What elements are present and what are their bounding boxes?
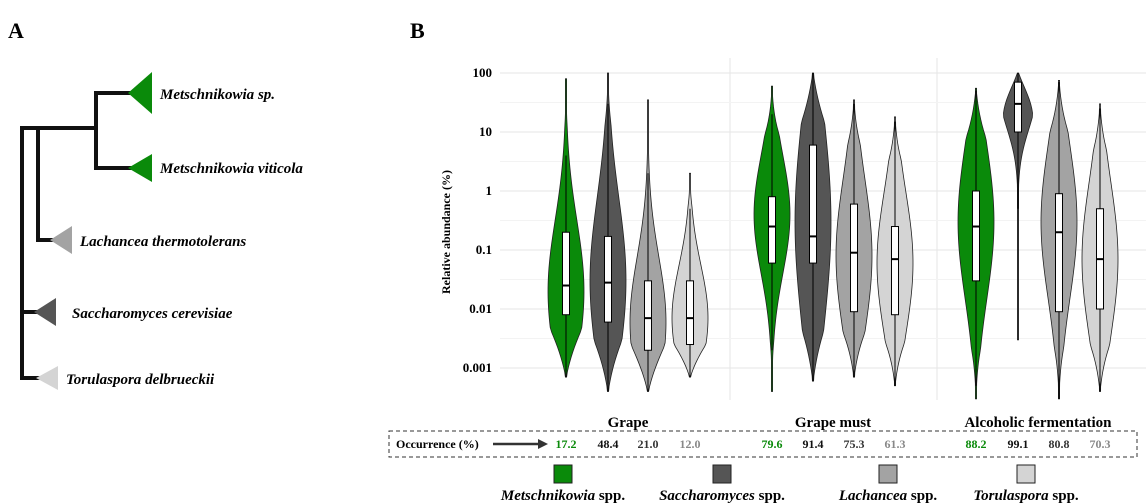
occurrence-value: 80.8 [1049, 437, 1070, 451]
legend: Metschnikowia spp. Saccharomyces spp. Lach… [500, 464, 1079, 504]
violin-box [891, 226, 899, 316]
taxon-label: Lachancea thermotolerans [79, 234, 246, 250]
occurrence-value: 12.0 [680, 437, 701, 451]
violin-box [1014, 81, 1022, 133]
y-tick-label: 0.01 [469, 301, 492, 316]
tip-triangle [50, 226, 72, 254]
group-label: Grape [608, 415, 649, 431]
group-labels: Grape Grape must Alcoholic fermentation [608, 415, 1113, 431]
occurrence-values: 17.2 79.6 88.2 48.4 91.4 99.1 21.0 75.3 80.8 12.0… [556, 437, 1111, 451]
occurrence-arrow-head [538, 439, 548, 449]
y-axis-label: Relative abundance (%) [439, 170, 453, 294]
y-tick-label: 0.1 [476, 242, 492, 257]
tip-triangle [34, 298, 56, 326]
tip-triangle [128, 154, 152, 182]
occurrence-label: Occurrence (%) [396, 437, 479, 451]
taxon-label: Saccharomyces cerevisiae [72, 306, 233, 322]
tree-labels: Metschnikowia sp. Metschnikowia viticola… [66, 87, 303, 388]
y-tick-label: 0.001 [463, 360, 492, 375]
phylogenetic-tree [20, 91, 132, 380]
occurrence-value: 70.3 [1090, 437, 1111, 451]
taxon-label: Metschnikowia viticola [159, 161, 303, 177]
violin-box [686, 280, 694, 346]
violin-box [604, 235, 612, 323]
occurrence-value: 61.3 [885, 437, 906, 451]
violin-box [850, 203, 858, 313]
occurrence-value: 21.0 [638, 437, 659, 451]
occurrence-box [388, 430, 1138, 458]
violin-box [1055, 193, 1063, 313]
occurrence-value: 48.4 [598, 437, 619, 451]
violin-box [562, 231, 570, 316]
taxon-label: Torulaspora delbrueckii [66, 372, 215, 388]
occurrence-value: 99.1 [1008, 437, 1029, 451]
panel-a-letter: A [8, 18, 24, 43]
legend-label: Lachancea spp. [838, 488, 938, 504]
group-label: Alcoholic fermentation [964, 415, 1112, 431]
occurrence-value: 79.6 [762, 437, 783, 451]
legend-swatch [553, 464, 573, 484]
legend-label: Saccharomyces spp. [659, 488, 785, 504]
occurrence-value: 91.4 [803, 437, 824, 451]
occurrence-value: 88.2 [966, 437, 987, 451]
tree-tips [34, 72, 152, 390]
y-tick-label: 100 [473, 65, 493, 80]
violin-plot [547, 72, 1119, 400]
taxon-label: Metschnikowia sp. [159, 87, 275, 103]
violin-box [768, 196, 776, 264]
violin-box [644, 280, 652, 351]
violin-box [809, 144, 817, 264]
occurrence-value: 17.2 [556, 437, 577, 451]
occurrence-value: 75.3 [844, 437, 865, 451]
tip-triangle [36, 366, 58, 390]
legend-swatch [1016, 464, 1036, 484]
violin-box [972, 190, 980, 282]
y-axis-ticks: 100 10 1 0.1 0.01 0.001 [463, 65, 492, 375]
y-tick-label: 10 [479, 124, 492, 139]
legend-swatch [878, 464, 898, 484]
legend-label: Metschnikowia spp. [500, 488, 625, 504]
legend-swatch [712, 464, 732, 484]
y-tick-label: 1 [486, 183, 493, 198]
legend-label: Torulaspora spp. [973, 488, 1079, 504]
panel-b-letter: B [410, 18, 425, 43]
group-label: Grape must [795, 415, 871, 431]
tip-triangle [128, 72, 152, 114]
